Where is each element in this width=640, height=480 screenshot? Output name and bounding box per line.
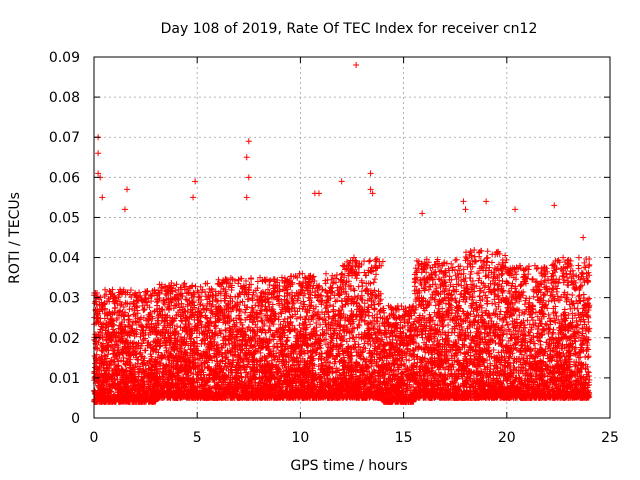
data-point	[140, 359, 147, 366]
data-point	[132, 362, 139, 369]
data-point	[103, 322, 110, 329]
data-point	[148, 377, 155, 384]
data-point	[144, 288, 151, 295]
data-point	[157, 284, 164, 291]
data-point	[94, 293, 101, 300]
data-point	[126, 359, 133, 366]
data-point	[141, 347, 148, 354]
data-point	[120, 329, 127, 336]
data-point	[102, 286, 109, 293]
data-point	[140, 307, 147, 314]
chart-title: Day 108 of 2019, Rate Of TEC Index for r…	[161, 21, 538, 37]
data-point	[126, 306, 133, 313]
data-point	[101, 352, 108, 359]
data-point	[226, 340, 233, 347]
data-points	[91, 62, 593, 405]
data-point	[283, 338, 290, 345]
data-point	[179, 318, 186, 325]
data-point	[267, 277, 274, 284]
data-point	[173, 281, 180, 288]
data-point	[302, 315, 309, 322]
data-point	[136, 316, 143, 323]
data-point	[94, 346, 101, 353]
data-point	[248, 275, 255, 282]
data-point	[102, 327, 109, 334]
data-point	[125, 312, 132, 319]
data-point	[323, 270, 330, 277]
data-point	[133, 350, 140, 357]
data-point	[133, 319, 140, 326]
data-point	[146, 385, 153, 392]
data-point	[92, 338, 99, 345]
data-point	[307, 321, 314, 328]
data-point	[105, 351, 112, 358]
data-point	[132, 318, 139, 325]
data-point	[107, 294, 114, 301]
data-point	[136, 289, 143, 296]
data-point	[115, 325, 122, 332]
data-point	[139, 302, 146, 309]
data-point	[141, 355, 148, 362]
data-point	[101, 293, 108, 300]
data-point	[236, 315, 243, 322]
data-point	[136, 350, 143, 357]
